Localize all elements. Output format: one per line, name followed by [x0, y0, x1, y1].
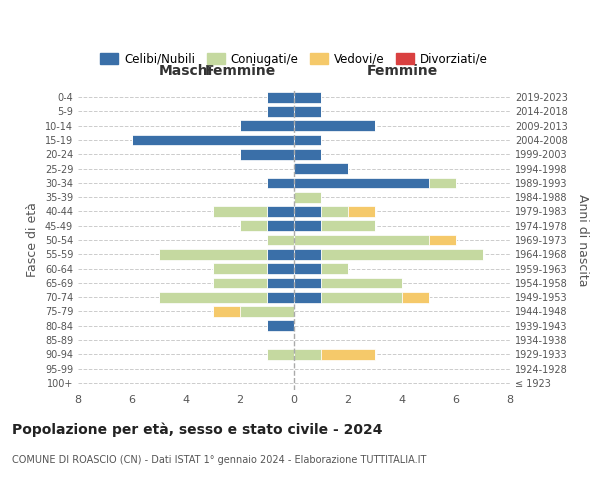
Bar: [294, 263, 321, 274]
Text: Femmine: Femmine: [205, 64, 275, 78]
Y-axis label: Fasce di età: Fasce di età: [26, 202, 39, 278]
Bar: [294, 206, 321, 217]
Bar: [294, 106, 321, 117]
Bar: [213, 306, 240, 317]
Bar: [267, 278, 294, 288]
Bar: [321, 220, 375, 231]
Bar: [267, 349, 294, 360]
Bar: [294, 278, 321, 288]
Bar: [294, 234, 429, 246]
Bar: [321, 263, 348, 274]
Bar: [159, 292, 267, 302]
Bar: [267, 234, 294, 246]
Bar: [213, 206, 267, 217]
Bar: [294, 149, 321, 160]
Bar: [321, 206, 348, 217]
Text: Femmine: Femmine: [367, 64, 437, 78]
Bar: [294, 349, 321, 360]
Bar: [159, 249, 267, 260]
Bar: [348, 206, 375, 217]
Bar: [402, 292, 429, 302]
Bar: [267, 263, 294, 274]
Bar: [429, 234, 456, 246]
Bar: [294, 249, 321, 260]
Bar: [213, 263, 267, 274]
Bar: [294, 134, 321, 145]
Bar: [321, 349, 375, 360]
Bar: [132, 134, 294, 145]
Bar: [240, 306, 294, 317]
Bar: [294, 220, 321, 231]
Text: Popolazione per età, sesso e stato civile - 2024: Popolazione per età, sesso e stato civil…: [12, 422, 383, 437]
Bar: [267, 249, 294, 260]
Bar: [294, 292, 321, 302]
Bar: [321, 292, 402, 302]
Bar: [294, 120, 375, 131]
Bar: [267, 292, 294, 302]
Bar: [267, 92, 294, 102]
Text: Maschi: Maschi: [159, 64, 213, 78]
Bar: [240, 120, 294, 131]
Bar: [267, 320, 294, 331]
Bar: [240, 220, 267, 231]
Bar: [267, 178, 294, 188]
Legend: Celibi/Nubili, Coniugati/e, Vedovi/e, Divorziati/e: Celibi/Nubili, Coniugati/e, Vedovi/e, Di…: [95, 48, 493, 70]
Bar: [429, 178, 456, 188]
Y-axis label: Anni di nascita: Anni di nascita: [576, 194, 589, 286]
Bar: [294, 92, 321, 102]
Bar: [294, 178, 429, 188]
Bar: [213, 278, 267, 288]
Bar: [321, 249, 483, 260]
Bar: [240, 149, 294, 160]
Bar: [321, 278, 402, 288]
Bar: [267, 220, 294, 231]
Bar: [267, 206, 294, 217]
Text: COMUNE DI ROASCIO (CN) - Dati ISTAT 1° gennaio 2024 - Elaborazione TUTTITALIA.IT: COMUNE DI ROASCIO (CN) - Dati ISTAT 1° g…: [12, 455, 427, 465]
Bar: [267, 106, 294, 117]
Bar: [294, 163, 348, 174]
Bar: [294, 192, 321, 202]
